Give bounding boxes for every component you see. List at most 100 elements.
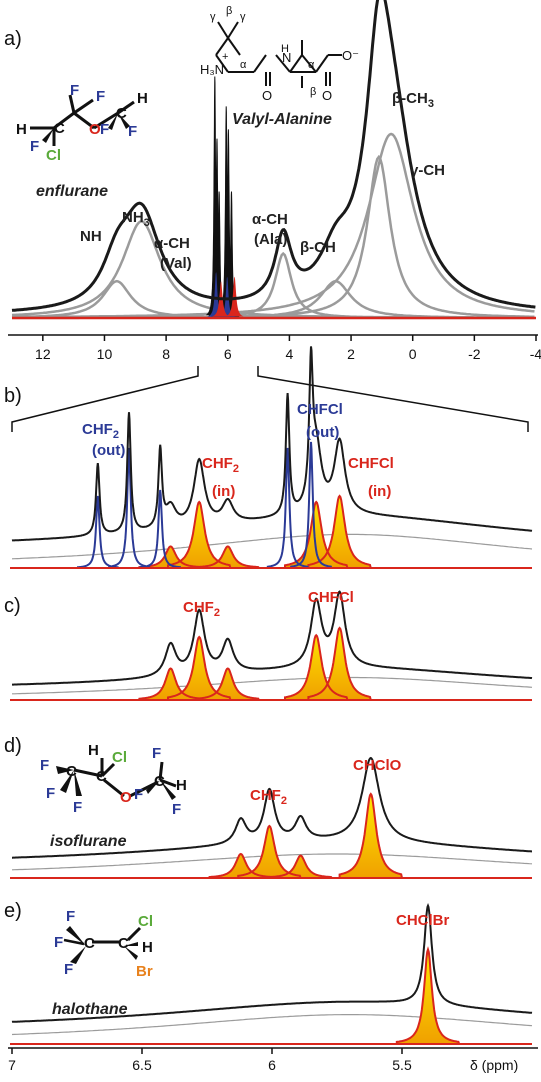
x-tick-label-a: 4 [286, 346, 294, 362]
panel-b: b) CHF2 (out) CHF2 (in) CHFCl (out) CHFC… [4, 346, 533, 569]
x-tick-label-a: -2 [468, 346, 481, 362]
svg-text:α: α [308, 59, 315, 71]
svg-text:H₃N: H₃N [200, 62, 224, 77]
svg-text:β: β [226, 5, 232, 17]
svg-text:N: N [282, 50, 291, 65]
label-b-in2: (in) [368, 483, 391, 500]
panel-a-label: a) [4, 28, 22, 50]
x-tick-label-e: 7 [8, 1057, 16, 1073]
label-c-chfcl: CHFCl [308, 589, 354, 606]
halothane-structure: F F F C C Cl H Br halothane [52, 908, 153, 1018]
x-tick-label-a: 8 [162, 346, 170, 362]
label-acH-val: α-CH [154, 235, 190, 252]
label-ala: (Ala) [254, 231, 287, 248]
x-tick-label-e: 6.5 [132, 1057, 152, 1073]
x-tick-label-a: 0 [409, 346, 417, 362]
spectrum-e [10, 903, 533, 1045]
axis-e: 7 6.5 6 5.5 δ (ppm) [8, 1047, 538, 1073]
svg-text:C: C [96, 768, 107, 785]
x-tick-label-a: 2 [347, 346, 355, 362]
svg-text:H: H [176, 777, 187, 794]
svg-text:γ: γ [210, 11, 216, 23]
label-bch: β-CH [300, 239, 336, 256]
panel-d: d) C F F F C H Cl O C F H F F [4, 735, 533, 879]
svg-text:F: F [70, 82, 79, 99]
label-b-chf2-out: CHF2 [82, 421, 119, 441]
panel-e-label: e) [4, 900, 22, 922]
panel-d-label: d) [4, 735, 22, 757]
svg-text:C: C [84, 935, 95, 952]
svg-text:O: O [89, 121, 101, 138]
svg-text:C: C [118, 935, 129, 952]
peptide-name: Valyl-Alanine [232, 111, 332, 128]
svg-text:O: O [120, 789, 132, 806]
valyl-alanine-labels: γ β γ H₃N + α O H N α O O⁻ β Valyl-Alani… [200, 5, 359, 128]
x-tick-label-e: 6 [268, 1057, 276, 1073]
svg-text:+: + [222, 51, 228, 63]
svg-text:F: F [152, 745, 161, 762]
svg-text:O⁻: O⁻ [342, 48, 359, 63]
label-b-in1: (in) [212, 483, 235, 500]
svg-text:C: C [154, 773, 165, 790]
x-tick-label-e: 5.5 [392, 1057, 412, 1073]
svg-text:γ: γ [240, 11, 246, 23]
valyl-alanine-structure [215, 21, 342, 88]
label-b-chfcl-in: CHFCl [348, 455, 394, 472]
isoflurane-structure: C F F F C H Cl O C F H F F isoflurane [40, 742, 187, 850]
label-d-chclo: CHClO [353, 757, 402, 774]
svg-text:C: C [66, 763, 77, 780]
svg-text:H: H [137, 90, 148, 107]
svg-text:O: O [262, 88, 272, 103]
axis-a: 12 10 8 6 4 2 0 -2 -4 [8, 334, 541, 362]
svg-text:β: β [310, 86, 316, 98]
svg-text:F: F [66, 908, 75, 925]
svg-text:H: H [88, 742, 99, 759]
svg-text:C: C [116, 105, 127, 122]
x-tick-label-a: 6 [224, 346, 232, 362]
svg-text:O: O [322, 88, 332, 103]
panel-b-label: b) [4, 385, 22, 407]
label-nh3: NH3 [122, 209, 150, 229]
zoom-bracket [11, 366, 529, 432]
svg-text:F: F [128, 123, 137, 140]
svg-text:F: F [30, 138, 39, 155]
svg-text:H: H [142, 939, 153, 956]
label-nh: NH [80, 228, 102, 245]
enflurane-structure: H C F F O C H F F Cl F enflurane [16, 82, 148, 200]
svg-text:H: H [16, 121, 27, 138]
label-d-chf2: CHF2 [250, 787, 287, 807]
label-acH-ala: α-CH [252, 211, 288, 228]
svg-text:Br: Br [136, 963, 153, 980]
label-b-chfcl-out: CHFCl [297, 401, 343, 418]
label-e-chclbr: CHClBr [396, 912, 449, 929]
svg-text:F: F [40, 757, 49, 774]
panel-c: c) CHF2 CHFCl [4, 589, 533, 701]
panel-a: a) H C F F O C H F F Cl F enflurane [4, 0, 541, 432]
svg-text:F: F [64, 961, 73, 978]
svg-text:C: C [54, 120, 65, 137]
svg-text:Cl: Cl [138, 913, 153, 930]
svg-text:F: F [134, 786, 143, 803]
spectrum-b [10, 346, 533, 569]
label-val: (Val) [160, 255, 192, 272]
x-axis-label: δ (ppm) [470, 1057, 518, 1073]
isoflurane-name: isoflurane [50, 833, 127, 850]
label-b-out1: (out) [92, 442, 125, 459]
label-b-out2: (out) [306, 424, 339, 441]
panel-c-label: c) [4, 595, 21, 617]
svg-text:Cl: Cl [112, 749, 127, 766]
panel-e: e) F F F C C Cl H Br halothane CHClBr [4, 900, 538, 1073]
svg-text:H: H [281, 43, 289, 55]
spectrum-d [10, 756, 533, 879]
svg-text:F: F [172, 801, 181, 818]
svg-text:F: F [100, 121, 109, 138]
label-bch3: β-CH3 [392, 90, 434, 110]
label-gch: γ-CH [410, 162, 445, 179]
x-tick-label-a: -4 [530, 346, 541, 362]
halothane-name: halothane [52, 1001, 128, 1018]
svg-text:F: F [46, 785, 55, 802]
svg-text:Cl: Cl [46, 147, 61, 164]
svg-text:α: α [240, 59, 247, 71]
svg-text:F: F [96, 88, 105, 105]
